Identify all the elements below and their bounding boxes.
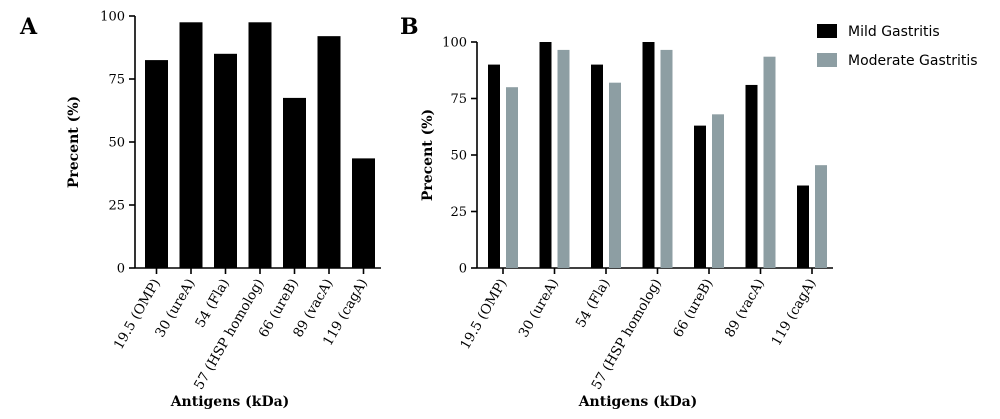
panel-a-y-axis-title: Precent (%) (66, 96, 82, 188)
panel-b-bar-mild-gastritis-19-5-omp (488, 64, 500, 268)
panel-b-bar-mild-gastritis-89-vaca (745, 84, 758, 268)
legend: Mild Gastritis Moderate Gastritis (817, 24, 978, 69)
panel-a-label: A (19, 14, 38, 40)
panel-a-bar-89-vaca (317, 36, 341, 268)
panel-a-bar-119-caga (352, 158, 375, 268)
panel-a-y-tick-label: 100 (100, 10, 125, 25)
panel-b-bar-mild-gastritis-66-ureb (694, 125, 706, 269)
panel-a-bar-57-hsp-homolog (248, 22, 272, 268)
panel-a-x-tick-label: 57 (HSP homolog) (191, 276, 267, 392)
legend-label-mild-gastritis: Mild Gastritis (848, 24, 940, 40)
panel-b-bar-mild-gastritis-30-urea (539, 42, 552, 268)
panel-b-bar-moderate-gastritis-30-urea (557, 49, 570, 268)
panel-b-bar-mild-gastritis-54-fla (591, 64, 603, 268)
panel-a-bar-66-ureb (283, 97, 306, 269)
panel-a-bar-54-fla (214, 53, 237, 268)
panel-b-bar-mild-gastritis-119-caga (797, 185, 809, 268)
panel-a-x-axis-title: Antigens (kDa) (170, 394, 290, 410)
panel-a-bar-19-5-omp (145, 60, 168, 268)
panel-b-y-tick-label: 0 (459, 262, 467, 277)
panel-b-bar-moderate-gastritis-54-fla (609, 82, 621, 269)
panel-b-x-axis-title: Antigens (kDa) (578, 394, 698, 410)
panel-b-x-tick-label: 19.5 (OMP) (457, 276, 510, 352)
panel-b-bar-moderate-gastritis-89-vaca (763, 56, 776, 268)
legend-label-moderate-gastritis: Moderate Gastritis (848, 53, 978, 69)
panel-b-bar-moderate-gastritis-19-5-omp (506, 87, 518, 268)
panel-b-y-axis-title: Precent (%) (420, 109, 436, 201)
panel-b-y-tick-label: 25 (450, 205, 467, 220)
legend-swatch-moderate-gastritis (817, 53, 837, 67)
panel-b-y-tick-label: 100 (442, 36, 467, 51)
panel-a-y-tick-label: 25 (108, 199, 125, 214)
panel-b-x-tick-label: 54 (Fla) (573, 276, 614, 331)
panel-b-x-tick-label: 66 (ureB) (670, 276, 716, 340)
panel-a-bar-30-urea (179, 22, 203, 268)
panel-a-x-tick-label: 19.5 (OMP) (111, 276, 164, 352)
legend-swatch-mild-gastritis (817, 24, 837, 38)
panel-b-x-tick-label: 89 (vacA) (722, 276, 768, 340)
panel-b-y-tick-label: 50 (450, 149, 467, 164)
panel-b-x-tick-label: 30 (ureA) (516, 276, 562, 340)
panel-b-bar-moderate-gastritis-119-caga (815, 165, 827, 268)
panel-a-y-tick-label: 75 (108, 73, 125, 88)
panel-b-bar-moderate-gastritis-66-ureb (712, 114, 724, 268)
panel-a-y-tick-label: 50 (108, 136, 125, 151)
panel-b-label: B (400, 14, 419, 40)
panel-a-y-tick-label: 0 (117, 262, 125, 277)
panel-b-y-tick-label: 75 (450, 92, 467, 107)
panel-a: A Precent (%) Antigens (kDa) 0 25 50 75 100 1… (19, 10, 381, 410)
panel-b-bar-mild-gastritis-57-hsp-homolog (642, 42, 655, 268)
panel-b-bar-moderate-gastritis-57-hsp-homolog (660, 49, 673, 268)
panel-b-x-tick-label: 119 (cagA) (768, 276, 819, 349)
panel-b: B Precent (%) Antigens (kDa) 0 25 50 75 100 1… (400, 14, 978, 410)
